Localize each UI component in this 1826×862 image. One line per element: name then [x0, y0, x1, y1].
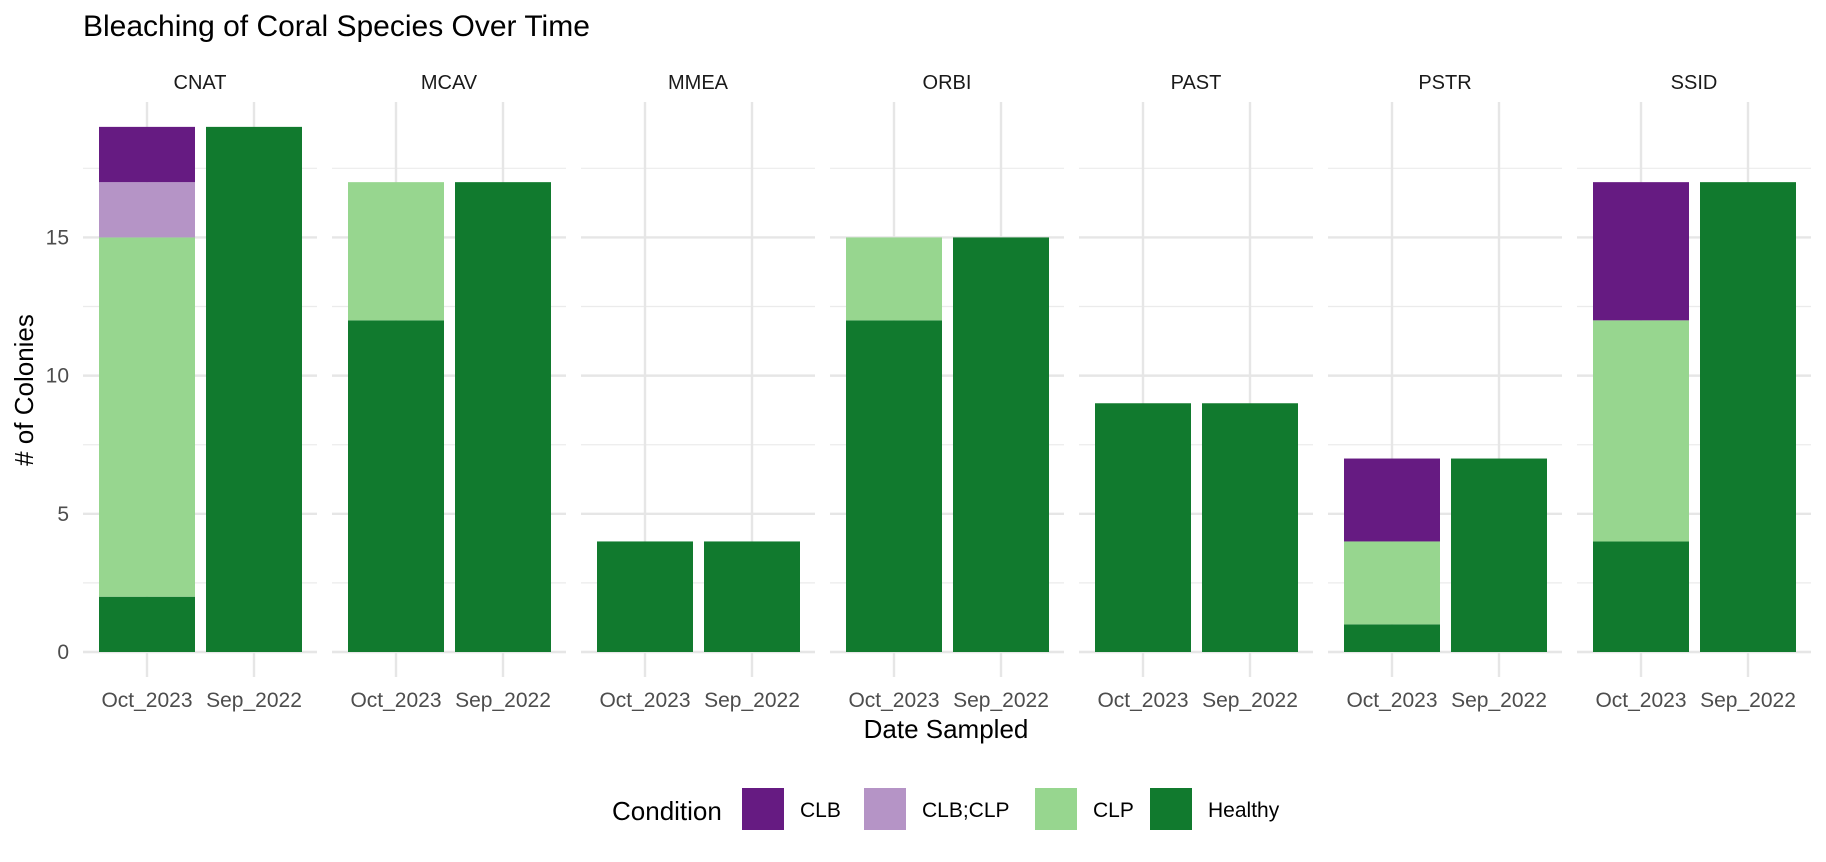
y-tick-label: 10 [46, 365, 69, 388]
legend-item-clb: CLB [742, 788, 841, 830]
facet-mmea: MMEA Oct_2023 Sep_2022 [581, 72, 815, 712]
legend-label: CLB [800, 799, 841, 822]
y-tick-label: 15 [46, 226, 69, 249]
bar-segment-cnat-oct-2023-clp [99, 237, 195, 597]
bar-segment-cnat-sep-2022-healthy [206, 126, 302, 652]
bar-segment-past-oct-2023-healthy [1095, 403, 1191, 652]
bar-segment-mcav-oct-2023-healthy [348, 320, 444, 652]
x-tick-label: Sep_2022 [953, 689, 1049, 712]
legend: Condition CLB CLB;CLP CLP Healthy [612, 788, 1280, 830]
x-axis-title: Date Sampled [864, 714, 1029, 744]
bar-segment-pstr-sep-2022-healthy [1451, 458, 1547, 652]
bar-segment-orbi-sep-2022-healthy [953, 237, 1049, 653]
bar-segment-pstr-oct-2023-clp [1344, 541, 1440, 625]
facet-pstr: PSTR Oct_2023 Sep_2022 [1328, 72, 1562, 712]
y-tick-label: 5 [57, 503, 69, 526]
x-tick-label: Oct_2023 [1595, 689, 1686, 712]
bar-segment-pstr-oct-2023-healthy [1344, 624, 1440, 652]
legend-item-clb-clp: CLB;CLP [864, 788, 1010, 830]
bar-segment-pstr-oct-2023-clb [1344, 458, 1440, 542]
bar-segment-mcav-oct-2023-clp [348, 182, 444, 321]
facet-past: PAST Oct_2023 Sep_2022 [1079, 72, 1313, 712]
facet-panels: CNAT Oct_2023 Sep_2022 MCAV Oct_2023 Sep_2022… [83, 72, 1811, 712]
facet-label: PSTR [1418, 72, 1471, 94]
bar-segment-ssid-oct-2023-clb [1593, 182, 1689, 321]
legend-title: Condition [612, 796, 722, 826]
x-tick-label: Oct_2023 [1097, 689, 1188, 712]
facet-mcav: MCAV Oct_2023 Sep_2022 [332, 72, 566, 712]
x-tick-label: Oct_2023 [350, 689, 441, 712]
bar-segment-mmea-oct-2023-healthy [597, 541, 693, 652]
legend-key [1035, 788, 1077, 830]
legend-label: CLB;CLP [922, 799, 1010, 822]
facet-label: MCAV [421, 72, 478, 94]
x-tick-label: Oct_2023 [101, 689, 192, 712]
facet-label: CNAT [174, 72, 227, 94]
facet-label: PAST [1171, 72, 1222, 94]
bar-segment-ssid-oct-2023-clp [1593, 320, 1689, 542]
y-axis: 0 5 10 15 [46, 226, 69, 664]
bar-segment-ssid-sep-2022-healthy [1700, 182, 1796, 652]
x-tick-label: Sep_2022 [704, 689, 800, 712]
facet-label: ORBI [923, 72, 972, 94]
bar-segment-cnat-oct-2023-clb-clp [99, 182, 195, 238]
facet-ssid: SSID Oct_2023 Sep_2022 [1577, 72, 1811, 712]
x-tick-label: Oct_2023 [848, 689, 939, 712]
x-tick-label: Sep_2022 [206, 689, 302, 712]
x-tick-label: Sep_2022 [1451, 689, 1547, 712]
y-tick-label: 0 [57, 641, 69, 664]
x-tick-label: Oct_2023 [599, 689, 690, 712]
x-tick-label: Oct_2023 [1346, 689, 1437, 712]
facet-label: SSID [1671, 72, 1718, 94]
x-tick-label: Sep_2022 [1202, 689, 1298, 712]
bar-segment-orbi-oct-2023-clp [846, 237, 942, 321]
bar-segment-cnat-oct-2023-clb [99, 126, 195, 183]
y-axis-title: # of Colonies [9, 314, 39, 466]
x-tick-label: Sep_2022 [455, 689, 551, 712]
legend-item-clp: CLP [1035, 788, 1134, 830]
legend-item-healthy: Healthy [1150, 788, 1280, 830]
bar-segment-orbi-oct-2023-healthy [846, 320, 942, 652]
legend-key [742, 788, 784, 830]
bar-segment-mmea-sep-2022-healthy [704, 541, 800, 652]
chart-title: Bleaching of Coral Species Over Time [83, 10, 590, 43]
facet-orbi: ORBI Oct_2023 Sep_2022 [830, 72, 1064, 712]
legend-label: CLP [1093, 799, 1134, 822]
legend-key [1150, 788, 1192, 830]
bar-segment-past-sep-2022-healthy [1202, 403, 1298, 652]
facet-label: MMEA [668, 72, 729, 94]
facet-cnat: CNAT Oct_2023 Sep_2022 [83, 72, 317, 712]
legend-label: Healthy [1208, 799, 1280, 822]
bar-segment-mcav-sep-2022-healthy [455, 182, 551, 652]
legend-key [864, 788, 906, 830]
bar-segment-ssid-oct-2023-healthy [1593, 541, 1689, 652]
bar-segment-cnat-oct-2023-healthy [99, 596, 195, 652]
x-tick-label: Sep_2022 [1700, 689, 1796, 712]
